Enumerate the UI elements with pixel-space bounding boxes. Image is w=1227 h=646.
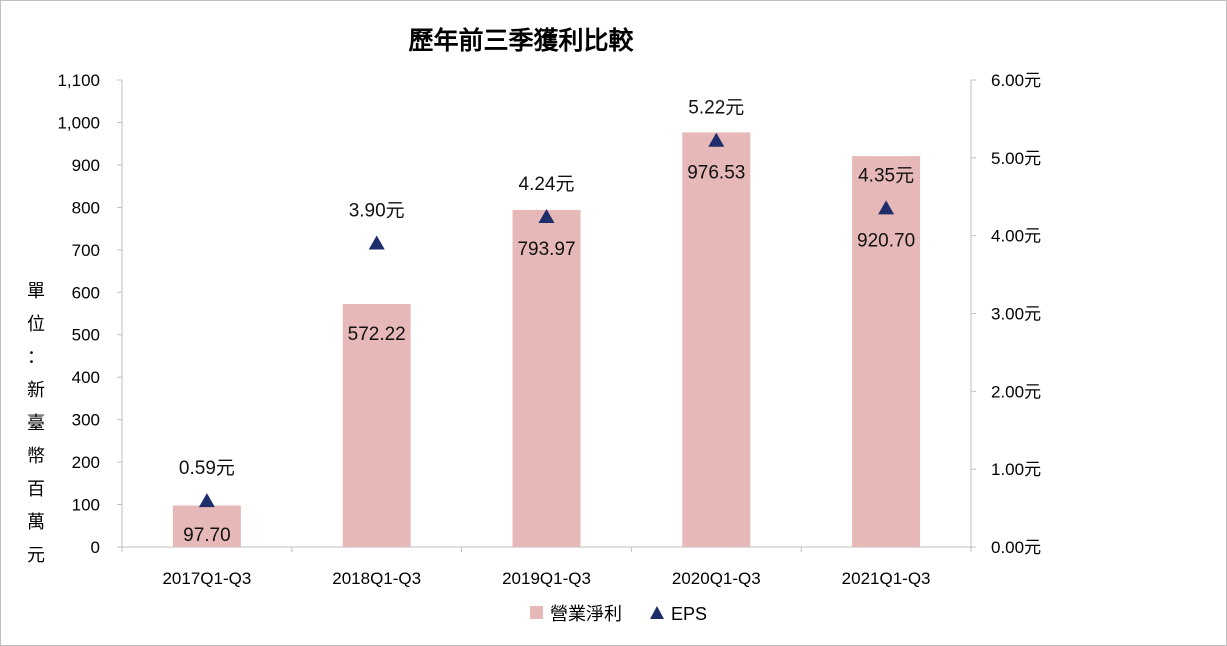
legend-label-eps: EPS	[671, 604, 707, 624]
right-tick-label: 1.00元	[991, 460, 1041, 479]
eps-marker	[368, 235, 385, 250]
x-tick-labels: 2017Q1-Q3 2018Q1-Q3 2019Q1-Q3 2020Q1-Q3 2021…	[121, 547, 972, 588]
legend-swatch-net-profit	[530, 606, 543, 619]
right-tick-label: 3.00元	[991, 305, 1041, 324]
x-tick-label: 2021Q1-Q3	[842, 569, 931, 588]
right-tick-label: 2.00元	[991, 382, 1041, 401]
right-tick-label: 5.00元	[991, 149, 1041, 168]
left-tick-label: 300	[72, 411, 100, 430]
left-tick-label: 600	[72, 283, 100, 302]
y-axis-label-char: 百	[27, 479, 45, 499]
left-tick-labels: 0 100 200 300 400 500 600 700 800 900 1,000 1,100	[57, 71, 122, 557]
eps-value-label: 5.22元	[688, 98, 744, 119]
bar-value-label: 572.22	[348, 324, 406, 345]
x-tick-label: 2017Q1-Q3	[162, 569, 251, 588]
eps-marker	[198, 493, 215, 508]
right-tick-label: 4.00元	[991, 227, 1041, 246]
x-tick-label: 2019Q1-Q3	[502, 569, 591, 588]
legend-label-net-profit: 營業淨利	[550, 604, 622, 624]
right-tick-labels: 0.00元 1.00元 2.00元 3.00元 4.00元 5.00元 6.00元	[971, 71, 1041, 557]
eps-value-label: 4.35元	[858, 165, 914, 186]
left-tick-label: 700	[72, 241, 100, 260]
bar-net-profit	[512, 209, 581, 547]
legend: 營業淨利 EPS	[530, 604, 707, 624]
bar-value-label: 920.70	[857, 230, 915, 251]
left-tick-label: 500	[72, 326, 100, 345]
x-tick-label: 2020Q1-Q3	[672, 569, 761, 588]
eps-marker	[538, 208, 555, 223]
x-tick-label: 2018Q1-Q3	[332, 569, 421, 588]
chart-title: 歷年前三季獲利比較	[408, 26, 634, 55]
eps-value-label: 0.59元	[179, 458, 235, 479]
left-tick-label: 800	[72, 198, 100, 217]
left-tick-label: 400	[72, 368, 100, 387]
right-tick-label: 0.00元	[991, 538, 1041, 557]
y-axis-label-char: 萬	[27, 512, 45, 532]
bar-net-profit	[682, 132, 751, 547]
bar-net-profit	[342, 304, 411, 547]
y-axis-label-char: 單	[27, 281, 45, 301]
bar-net-profit	[172, 505, 241, 547]
eps-marker	[708, 132, 725, 147]
left-tick-label: 1,100	[57, 71, 100, 90]
y-axis-label-char: 臺	[27, 413, 45, 433]
legend-swatch-eps	[650, 606, 664, 619]
bar-net-profit	[852, 156, 921, 547]
left-tick-label: 0	[91, 538, 100, 557]
eps-value-label: 4.24元	[519, 174, 575, 195]
bar-value-label: 97.70	[183, 525, 231, 546]
left-tick-label: 200	[72, 453, 100, 472]
y-axis-label-char: 新	[27, 380, 45, 400]
y-axis-label-char: 元	[27, 545, 45, 565]
eps-markers-group: 0.59元 3.90元 4.24元 5.22元 4.35元	[179, 98, 914, 508]
bar-value-label: 793.97	[517, 239, 575, 260]
left-tick-label: 900	[72, 156, 100, 175]
bar-value-label: 976.53	[687, 163, 745, 184]
left-tick-label: 100	[72, 496, 100, 515]
y-axis-label-char: 幣	[27, 446, 45, 466]
right-tick-label: 6.00元	[991, 71, 1041, 90]
y-axis-label-char: ：	[27, 347, 45, 367]
y-axis-label-char: 位	[27, 314, 45, 334]
bars-group: 97.70 572.22 793.97 976.53 920.70	[172, 132, 921, 547]
eps-value-label: 3.90元	[349, 200, 405, 221]
eps-marker	[878, 200, 895, 215]
left-tick-label: 1,000	[57, 113, 100, 132]
